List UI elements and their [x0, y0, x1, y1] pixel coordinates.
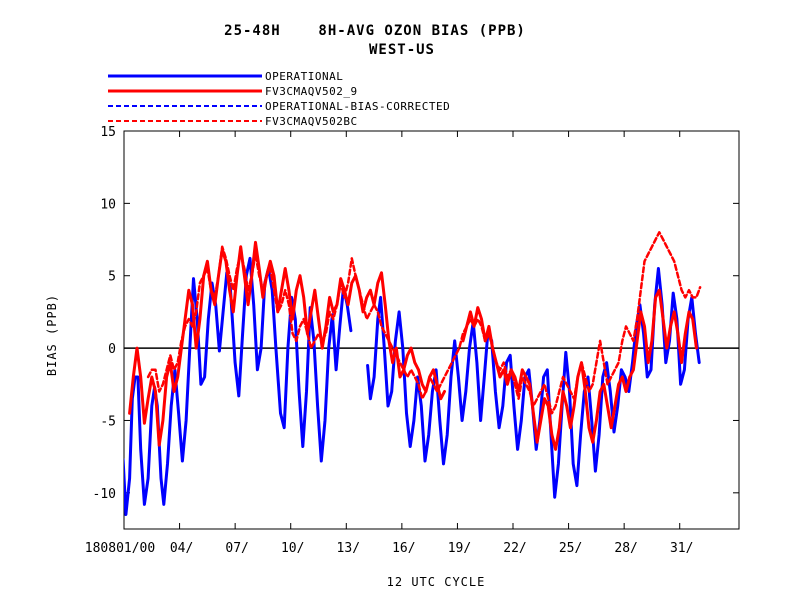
legend-label: OPERATIONAL [265, 70, 343, 83]
y-tick-label: -5 [100, 414, 116, 429]
x-tick-label: 13/ [337, 541, 360, 556]
y-tick-label: 5 [108, 270, 116, 285]
chart-title-line1: 25-48H 8H-AVG OZON BIAS (PPB) [224, 23, 526, 39]
y-axis: 15 10 5 0 -5 -10 [93, 125, 739, 502]
legend-label: FV3CMAQV502BC [265, 115, 358, 128]
x-tick-label: 10/ [281, 541, 304, 556]
legend: OPERATIONAL FV3CMAQV502_9 OPERATIONAL-BIAS… [108, 70, 450, 128]
y-tick-label: 10 [100, 197, 116, 212]
series-layer [124, 231, 702, 516]
x-tick-label: 07/ [225, 541, 248, 556]
plot-frame [123, 130, 740, 530]
x-axis-label: 12 UTC CYCLE [387, 575, 486, 589]
x-tick-label: 31/ [670, 541, 693, 556]
x-tick-label: 04/ [170, 541, 193, 556]
x-tick-label: 16/ [392, 541, 415, 556]
y-tick-label: 0 [108, 342, 116, 357]
x-tick-label: 28/ [614, 541, 637, 556]
x-tick-label: 22/ [503, 541, 526, 556]
y-axis-label: BIAS (PPB) [45, 294, 59, 376]
legend-label: OPERATIONAL-BIAS-CORRECTED [265, 100, 450, 113]
series-line-fv3cmaqv502bc [146, 231, 702, 415]
x-tick-label: 25/ [559, 541, 582, 556]
legend-label: FV3CMAQV502_9 [265, 85, 358, 98]
x-axis: 180801/00 04/07/10/13/16/19/22/25/28/31/ [85, 131, 693, 556]
y-tick-label: -10 [93, 487, 116, 502]
y-tick-label: 15 [100, 125, 116, 140]
chart-title-line2: WEST-US [369, 42, 435, 58]
x-tick-label: 180801/00 [85, 541, 155, 556]
x-tick-label: 19/ [448, 541, 471, 556]
